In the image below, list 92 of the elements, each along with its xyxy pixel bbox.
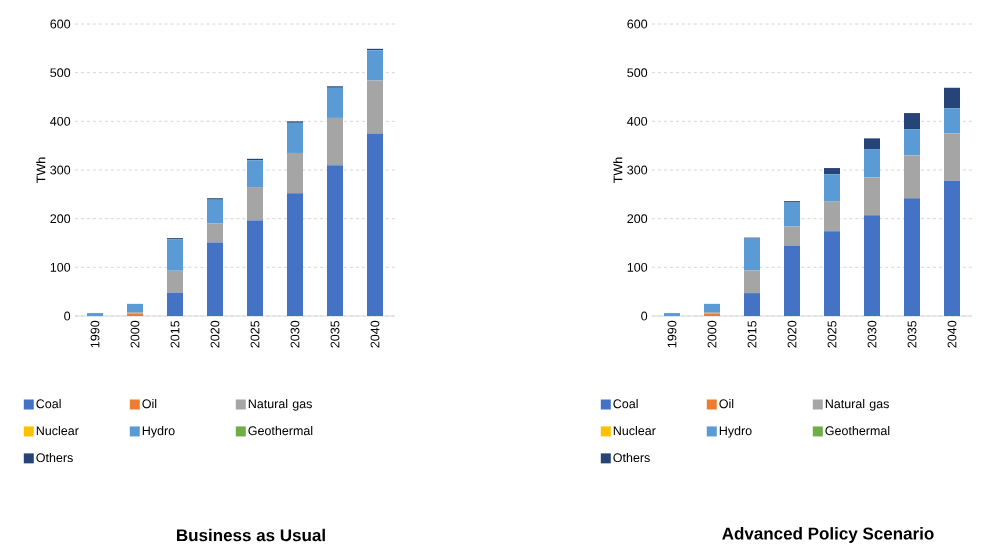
y-tick-label: 100 — [627, 262, 648, 272]
y-tick-label: 100 — [50, 262, 71, 272]
bar — [327, 87, 343, 118]
legend-label: Oil — [142, 399, 157, 409]
x-tick-label: 2025 — [250, 320, 260, 348]
bar — [367, 50, 383, 81]
bar — [327, 117, 343, 166]
bar — [127, 303, 143, 313]
bar — [704, 303, 721, 313]
bar — [944, 108, 960, 134]
bar — [247, 160, 263, 188]
x-tick-label: 2030 — [867, 320, 877, 348]
bar — [207, 199, 223, 224]
legend-label: Hydro — [719, 425, 752, 438]
legend-label: Others — [36, 452, 73, 463]
legend-label: Geothermal — [825, 425, 890, 436]
y-tick-label: 0 — [64, 311, 71, 321]
y-tick-label: 0 — [641, 311, 648, 321]
legend-label: Coal — [613, 399, 638, 409]
x-tick-label: 2035 — [907, 320, 917, 348]
y-tick-label: 200 — [50, 214, 71, 224]
y-tick-label: 500 — [627, 68, 648, 78]
legend-label: Oil — [719, 399, 734, 409]
bar — [904, 155, 920, 199]
bar — [824, 168, 840, 175]
x-tick-label: 2000 — [130, 320, 140, 348]
bar — [784, 226, 801, 246]
bar — [784, 245, 801, 316]
bar — [904, 198, 920, 316]
bar — [944, 180, 960, 316]
bar — [167, 270, 183, 293]
bar — [944, 133, 960, 181]
x-tick-label: 2015 — [170, 320, 180, 348]
x-tick-label: 2035 — [330, 320, 340, 348]
bar — [167, 239, 183, 271]
bar — [824, 201, 840, 232]
bar — [287, 152, 303, 194]
x-tick-label: 2025 — [827, 320, 837, 348]
legend-label: Geothermal — [248, 425, 313, 436]
y-tick-label: 300 — [50, 165, 71, 175]
bar — [744, 293, 761, 316]
x-tick-label: 2030 — [290, 320, 300, 348]
legend-label: Nuclear — [613, 425, 656, 436]
bar — [207, 242, 223, 316]
y-tick-label: 500 — [50, 68, 71, 78]
bar — [87, 313, 103, 316]
legend-label: Hydro — [142, 425, 175, 438]
bar — [247, 187, 263, 221]
bar — [904, 129, 920, 156]
bar — [207, 223, 223, 243]
x-tick-label: 1990 — [667, 320, 677, 348]
y-axis-title: TWh — [36, 157, 46, 183]
bar — [167, 292, 183, 316]
bar — [904, 113, 920, 130]
x-tick-label: 2040 — [370, 320, 380, 348]
x-tick-label: 2020 — [787, 320, 797, 348]
legend-label: Natural gas — [825, 399, 889, 411]
x-tick-label: 2015 — [747, 320, 757, 348]
bar — [944, 87, 960, 109]
y-tick-label: 400 — [50, 116, 71, 126]
y-tick-label: 600 — [627, 19, 648, 29]
legend-label: Nuclear — [36, 425, 79, 436]
bar — [664, 313, 681, 316]
x-tick-label: 2000 — [707, 320, 717, 348]
y-tick-label: 300 — [627, 165, 648, 175]
x-tick-label: 2040 — [947, 320, 957, 348]
bar — [864, 215, 880, 316]
text: Business as Usual — [177, 528, 325, 542]
x-tick-label: 2020 — [210, 320, 220, 348]
y-axis-title: TWh — [613, 157, 623, 183]
bar — [247, 220, 263, 316]
y-tick-label: 200 — [627, 214, 648, 224]
bar — [327, 165, 343, 316]
bar — [864, 177, 880, 216]
bar — [287, 122, 303, 153]
text: Advanced Policy Scenario — [722, 527, 934, 543]
bar — [864, 138, 880, 150]
legend-label: Others — [613, 452, 650, 463]
bar — [744, 270, 761, 294]
y-tick-label: 600 — [50, 19, 71, 29]
legend-label: Coal — [36, 399, 61, 409]
bar — [824, 174, 840, 202]
legend-label: Natural gas — [248, 399, 312, 411]
y-tick-label: 400 — [627, 116, 648, 126]
bar — [864, 149, 880, 178]
bar — [367, 133, 383, 316]
x-tick-label: 1990 — [90, 320, 100, 348]
bar — [744, 238, 761, 271]
bar — [287, 193, 303, 316]
bar — [784, 202, 801, 227]
bar — [824, 231, 840, 316]
bar — [367, 80, 383, 134]
